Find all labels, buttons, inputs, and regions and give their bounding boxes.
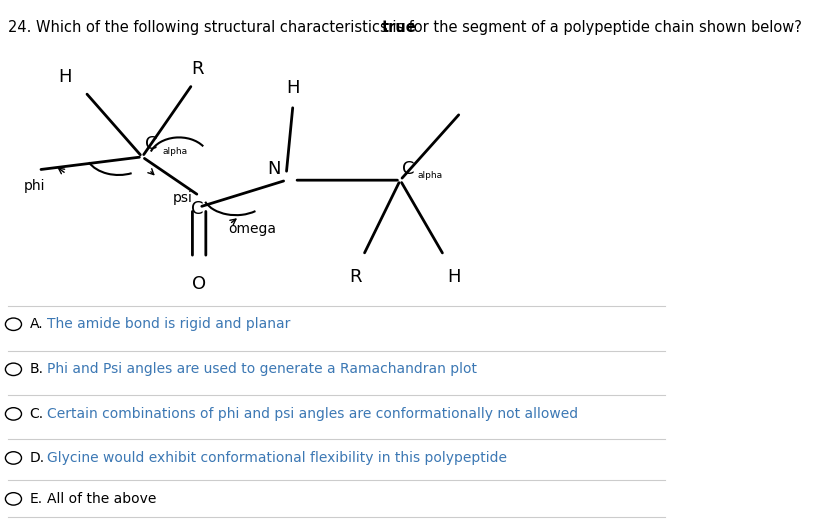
Text: B.: B. bbox=[29, 362, 43, 376]
Text: A.: A. bbox=[29, 317, 43, 331]
Text: C: C bbox=[191, 200, 204, 218]
Text: R: R bbox=[349, 268, 362, 286]
Text: C: C bbox=[402, 159, 414, 178]
Text: Certain combinations of phi and psi angles are conformationally not allowed: Certain combinations of phi and psi angl… bbox=[47, 407, 578, 421]
Text: true: true bbox=[382, 19, 417, 34]
Text: 24. Which of the following structural characteristics is: 24. Which of the following structural ch… bbox=[8, 19, 409, 34]
Text: All of the above: All of the above bbox=[47, 492, 156, 506]
Text: H: H bbox=[286, 79, 299, 97]
Text: H: H bbox=[58, 68, 72, 86]
Text: Phi and Psi angles are used to generate a Ramachandran plot: Phi and Psi angles are used to generate … bbox=[47, 362, 477, 376]
Text: alpha: alpha bbox=[162, 147, 187, 156]
Text: omega: omega bbox=[229, 221, 276, 235]
Text: psi: psi bbox=[173, 191, 192, 205]
Text: The amide bond is rigid and planar: The amide bond is rigid and planar bbox=[47, 317, 290, 331]
Text: Glycine would exhibit conformational flexibility in this polypeptide: Glycine would exhibit conformational fle… bbox=[47, 451, 507, 465]
Text: H: H bbox=[447, 268, 461, 286]
Text: C: C bbox=[145, 135, 157, 153]
Text: E.: E. bbox=[29, 492, 43, 506]
Text: N: N bbox=[267, 159, 281, 178]
Text: D.: D. bbox=[29, 451, 45, 465]
Text: alpha: alpha bbox=[418, 171, 443, 180]
Text: C.: C. bbox=[29, 407, 43, 421]
Text: for the segment of a polypeptide chain shown below?: for the segment of a polypeptide chain s… bbox=[404, 19, 802, 34]
Text: phi: phi bbox=[25, 179, 46, 193]
Text: O: O bbox=[192, 275, 206, 293]
Text: R: R bbox=[191, 60, 204, 78]
